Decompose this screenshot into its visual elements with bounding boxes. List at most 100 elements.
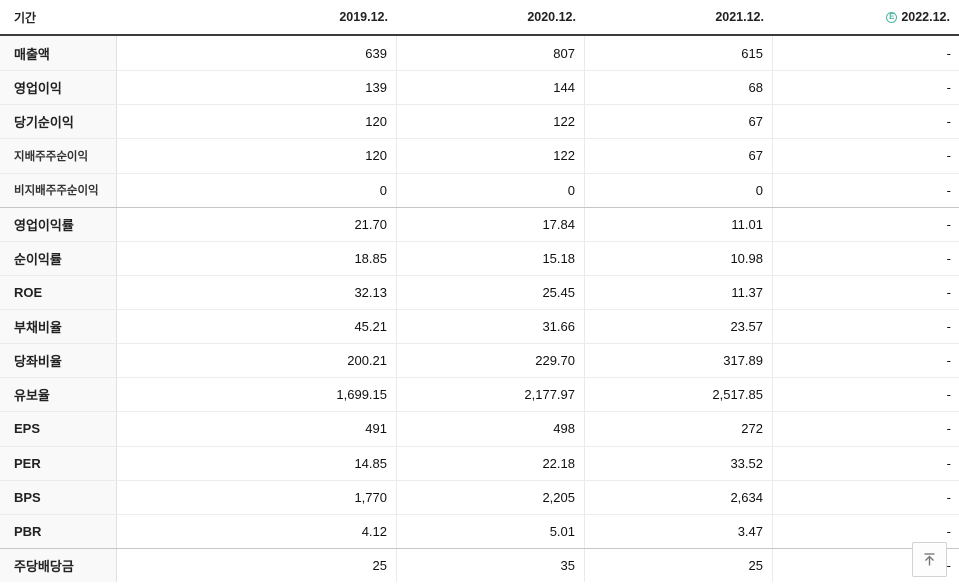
cell-value: 317.89: [585, 344, 773, 378]
cell-value: -: [946, 455, 951, 471]
cell-value: -: [946, 216, 951, 232]
cell-value: 23.57: [585, 310, 773, 344]
cell-value: 35: [397, 548, 585, 582]
cell-value: 0: [585, 173, 773, 207]
table-row: 당좌비율 200.21 229.70 317.89 -: [0, 343, 959, 378]
cell-value: 0: [117, 173, 397, 207]
row-label: 당기순이익: [0, 105, 117, 139]
row-label: EPS: [0, 412, 117, 446]
cell-value: 5.01: [397, 514, 585, 548]
cell-value: 2,205: [397, 480, 585, 514]
cell-value: 15.18: [397, 241, 585, 275]
cell-value: -: [946, 45, 951, 61]
financial-table-body: 매출액 639 807 615 - 영업이익 139 144 68 - 당기순이…: [0, 36, 959, 582]
cell-value: 2,634: [585, 480, 773, 514]
table-row: 주당배당금 25 35 25 -: [0, 547, 959, 582]
row-label: ROE: [0, 275, 117, 309]
table-row: 순이익률 18.85 15.18 10.98 -: [0, 240, 959, 275]
cell-value: 1,699.15: [117, 378, 397, 412]
cell-value: 122: [397, 105, 585, 139]
column-header-label: 2022.12.: [901, 10, 950, 24]
table-row: 영업이익 139 144 68 -: [0, 70, 959, 105]
cell-value: 229.70: [397, 344, 585, 378]
table-row: 매출액 639 807 615 -: [0, 36, 959, 71]
period-header: 기간: [14, 10, 37, 25]
table-row: ROE 32.13 25.45 11.37 -: [0, 274, 959, 309]
cell-value: 11.37: [585, 275, 773, 309]
cell-value: 491: [117, 412, 397, 446]
cell-value: -: [946, 114, 951, 130]
cell-value: -: [946, 489, 951, 505]
table-row: 비지배주주순이익 0 0 0 -: [0, 172, 959, 207]
cell-value: 22.18: [397, 446, 585, 480]
table-row: PBR 4.12 5.01 3.47 -: [0, 513, 959, 548]
cell-value: 272: [585, 412, 773, 446]
cell-value: 10.98: [585, 241, 773, 275]
estimate-icon: E: [886, 11, 898, 23]
cell-value: 120: [117, 139, 397, 173]
cell-value: 32.13: [117, 275, 397, 309]
cell-value: 21.70: [117, 207, 397, 241]
cell-value: 2,517.85: [585, 378, 773, 412]
row-label: 당좌비율: [0, 344, 117, 378]
scroll-top-icon: [924, 553, 935, 566]
cell-value: 25: [585, 548, 773, 582]
cell-value: -: [946, 353, 951, 369]
column-header-2022-estimate: E 2022.12.: [773, 0, 959, 34]
row-label: PER: [0, 446, 117, 480]
table-row: 당기순이익 120 122 67 -: [0, 104, 959, 139]
cell-value: -: [946, 148, 951, 164]
cell-value: 14.85: [117, 446, 397, 480]
table-row: PER 14.85 22.18 33.52 -: [0, 445, 959, 480]
row-label: 순이익률: [0, 241, 117, 275]
row-label: 영업이익률: [0, 207, 117, 241]
cell-value: 498: [397, 412, 585, 446]
table-row: BPS 1,770 2,205 2,634 -: [0, 479, 959, 514]
cell-value: 120: [117, 105, 397, 139]
cell-value: -: [946, 284, 951, 300]
cell-value: 17.84: [397, 207, 585, 241]
cell-value: 122: [397, 139, 585, 173]
cell-value: -: [946, 557, 951, 573]
cell-value: -: [946, 182, 951, 198]
cell-value: 200.21: [117, 344, 397, 378]
table-row: 유보율 1,699.15 2,177.97 2,517.85 -: [0, 377, 959, 412]
cell-value: 1,770: [117, 480, 397, 514]
cell-value: 3.47: [585, 514, 773, 548]
cell-value: 144: [397, 71, 585, 105]
table-row: 영업이익률 21.70 17.84 11.01 -: [0, 206, 959, 241]
row-label: 유보율: [0, 378, 117, 412]
cell-value: -: [946, 387, 951, 403]
table-row: 지배주주순이익 120 122 67 -: [0, 138, 959, 173]
column-header-2021: 2021.12.: [715, 10, 764, 24]
row-label: PBR: [0, 514, 117, 548]
column-header-2019: 2019.12.: [339, 10, 388, 24]
cell-value: 139: [117, 71, 397, 105]
row-label: BPS: [0, 480, 117, 514]
row-label: 부채비율: [0, 310, 117, 344]
cell-value: 67: [585, 105, 773, 139]
table-header-row: 기간 2019.12. 2020.12. 2021.12. E 2022.12.: [0, 0, 959, 36]
cell-value: 615: [585, 36, 773, 71]
cell-value: 25: [117, 548, 397, 582]
column-header-2020: 2020.12.: [527, 10, 576, 24]
cell-value: -: [946, 319, 951, 335]
cell-value: 33.52: [585, 446, 773, 480]
row-label: 지배주주순이익: [0, 139, 117, 173]
cell-value: 639: [117, 36, 397, 71]
cell-value: 2,177.97: [397, 378, 585, 412]
cell-value: 25.45: [397, 275, 585, 309]
row-label: 영업이익: [0, 71, 117, 105]
cell-value: 31.66: [397, 310, 585, 344]
scroll-to-top-button[interactable]: [912, 542, 947, 577]
cell-value: 68: [585, 71, 773, 105]
cell-value: 67: [585, 139, 773, 173]
cell-value: 0: [397, 173, 585, 207]
row-label: 매출액: [0, 36, 117, 71]
cell-value: -: [946, 250, 951, 266]
row-label: 비지배주주순이익: [0, 173, 117, 207]
cell-value: -: [946, 80, 951, 96]
row-label: 주당배당금: [0, 548, 117, 582]
table-row: 부채비율 45.21 31.66 23.57 -: [0, 309, 959, 344]
